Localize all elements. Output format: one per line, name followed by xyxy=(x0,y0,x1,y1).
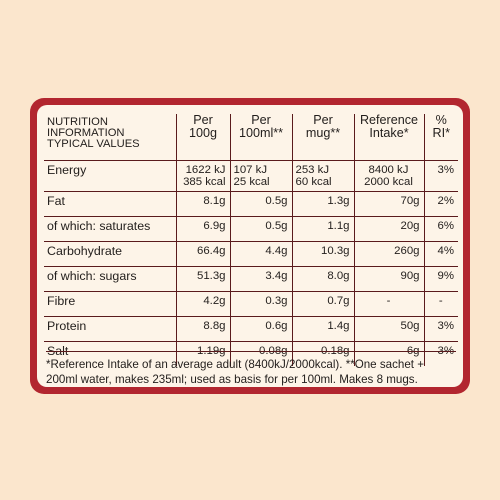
reference-intake-value: 50g xyxy=(353,316,424,342)
footnote: *Reference Intake of an average adult (8… xyxy=(46,351,456,387)
per-100g-value: 4.2g xyxy=(175,291,230,317)
per-100g-value: 8.8g xyxy=(175,316,230,342)
right-background xyxy=(470,0,500,500)
per-100g-value: 51.3g xyxy=(175,266,230,292)
per-mug-value: 0.7g xyxy=(291,291,354,317)
per-mug-value: 10.3g xyxy=(291,241,354,267)
per-100ml-value: 4.4g xyxy=(229,241,292,267)
reference-intake-value: 20g xyxy=(353,216,424,242)
per-100g-value: 8.1g xyxy=(175,191,230,217)
reference-intake-value: 260g xyxy=(353,241,424,267)
reference-intake-value: - xyxy=(353,291,424,317)
row-label: of which: sugars xyxy=(44,266,176,292)
row-label: Carbohydrate xyxy=(44,241,176,267)
percent-ri-value: 6% xyxy=(423,216,458,242)
nutrition-label-panel: NUTRITION INFORMATION TYPICAL VALUES Per… xyxy=(37,105,463,387)
header-nutrition-information: NUTRITION INFORMATION TYPICAL VALUES xyxy=(47,116,140,150)
percent-ri-value: 4% xyxy=(423,241,458,267)
table-row: Energy 1622 kJ 385 kcal 107 kJ 25 kcal 2… xyxy=(44,160,458,192)
per-100ml-value: 3.4g xyxy=(229,266,292,292)
reference-intake-value: 90g xyxy=(353,266,424,292)
per-100ml-value: 0.3g xyxy=(229,291,292,317)
header-percent-ri: % RI* xyxy=(423,114,458,161)
table-row: Protein 8.8g 0.6g 1.4g 50g 3% xyxy=(44,316,458,342)
per-100ml-value: 107 kJ 25 kcal xyxy=(229,160,292,192)
header-per-mug: Per mug** xyxy=(291,114,354,161)
nutrition-table: NUTRITION INFORMATION TYPICAL VALUES Per… xyxy=(44,114,458,366)
left-background xyxy=(0,0,30,500)
table-row: Carbohydrate 66.4g 4.4g 10.3g 260g 4% xyxy=(44,241,458,267)
table-row: of which: saturates 6.9g 0.5g 1.1g 20g 6… xyxy=(44,216,458,242)
header-row: NUTRITION INFORMATION TYPICAL VALUES Per… xyxy=(44,114,458,161)
percent-ri-value: 2% xyxy=(423,191,458,217)
row-label: Salt xyxy=(44,341,176,366)
per-mug-value: 253 kJ 60 kcal xyxy=(291,160,354,192)
row-label: Protein xyxy=(44,316,176,342)
per-100ml-value: 0.6g xyxy=(229,316,292,342)
table-row: of which: sugars 51.3g 3.4g 8.0g 90g 9% xyxy=(44,266,458,292)
header-reference-intake: Reference Intake* xyxy=(353,114,424,161)
per-100g-value: 66.4g xyxy=(175,241,230,267)
row-label: Energy xyxy=(44,160,176,192)
per-100ml-value: 0.5g xyxy=(229,216,292,242)
reference-intake-value: 8400 kJ 2000 kcal xyxy=(353,160,424,192)
row-label: Fat xyxy=(44,191,176,217)
row-label: of which: saturates xyxy=(44,216,176,242)
nutrition-label-border: NUTRITION INFORMATION TYPICAL VALUES Per… xyxy=(30,98,470,394)
row-label: Fibre xyxy=(44,291,176,317)
per-mug-value: 1.1g xyxy=(291,216,354,242)
header-per-100ml: Per 100ml** xyxy=(229,114,292,161)
percent-ri-value: 3% xyxy=(423,160,458,192)
per-100g-value: 1622 kJ 385 kcal xyxy=(175,160,230,192)
per-100g-value: 6.9g xyxy=(175,216,230,242)
percent-ri-value: 3% xyxy=(423,316,458,342)
per-mug-value: 8.0g xyxy=(291,266,354,292)
reference-intake-value: 70g xyxy=(353,191,424,217)
table-row: Fibre 4.2g 0.3g 0.7g - - xyxy=(44,291,458,317)
per-mug-value: 1.3g xyxy=(291,191,354,217)
percent-ri-value: - xyxy=(423,291,458,317)
header-per-100g: Per 100g xyxy=(175,114,230,161)
per-mug-value: 1.4g xyxy=(291,316,354,342)
percent-ri-value: 9% xyxy=(423,266,458,292)
per-100ml-value: 0.5g xyxy=(229,191,292,217)
table-row: Fat 8.1g 0.5g 1.3g 70g 2% xyxy=(44,191,458,217)
